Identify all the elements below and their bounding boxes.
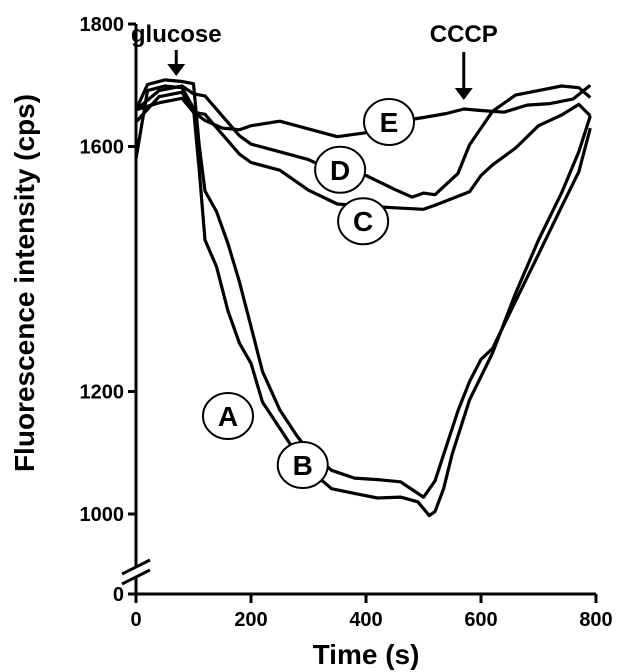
series-line-b (134, 78, 592, 499)
series-label-e: E (380, 107, 399, 138)
y-tick-label: 1000 (80, 504, 125, 526)
y-tick-label: 1200 (80, 382, 125, 404)
y-axis-title: Fluorescence intensity (cps) (9, 94, 40, 472)
x-tick-label: 800 (579, 609, 612, 631)
series-label-circle-c (337, 197, 390, 246)
annotation-arrow-head (454, 88, 473, 100)
annotation-cccp: CCCP (430, 21, 498, 48)
y-axis-break-mark (121, 558, 151, 576)
series-line-c (134, 90, 592, 211)
x-axis-title: Time (s) (313, 639, 420, 670)
series-label-circle-b (276, 441, 329, 489)
y-tick-label: 0 (113, 584, 124, 606)
x-tick-label: 0 (130, 609, 141, 631)
x-tick-label: 400 (349, 609, 382, 631)
series-layer (134, 78, 592, 518)
annotation-glucose: glucose (131, 21, 222, 48)
x-tick-label: 200 (234, 609, 267, 631)
y-tick-label: 1800 (80, 14, 125, 36)
x-tick-label: 600 (464, 609, 497, 631)
series-labels: A B CDE (202, 98, 415, 489)
series-label-circle-a (202, 392, 254, 440)
axes: 1000 1200 1600 1800 00 200 400 600 800 (80, 14, 613, 631)
annotations: glucose CCCP (131, 21, 498, 100)
y-axis-break-mark (121, 568, 151, 586)
series-line-e (135, 84, 592, 139)
series-label-d: D (330, 155, 350, 186)
series-line-a (134, 84, 592, 518)
series-label-a: A (218, 401, 238, 432)
series-label-circle-e (363, 98, 415, 146)
y-tick-label: 1600 (80, 137, 125, 159)
series-label-circle-d (314, 145, 367, 194)
annotation-arrow-head (167, 64, 186, 76)
series-label-b: B (293, 450, 313, 481)
series-line-d (134, 84, 592, 199)
series-label-c: C (353, 206, 373, 237)
